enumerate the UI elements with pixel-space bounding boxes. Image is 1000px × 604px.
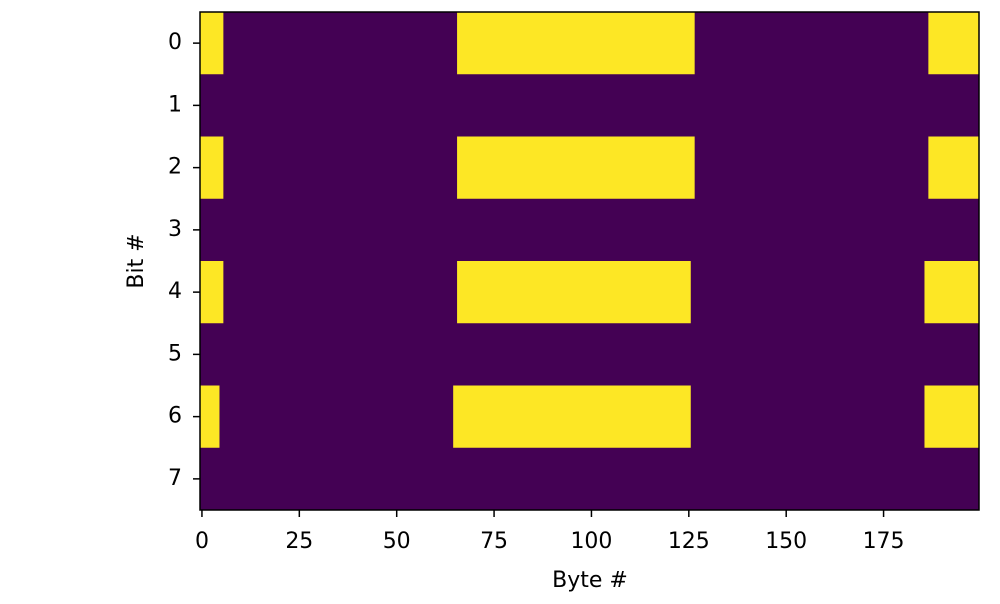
- y-tick-label: 0: [168, 30, 182, 55]
- heatmap-cell-run: [924, 261, 979, 324]
- x-tick-label: 125: [668, 529, 710, 554]
- heatmap-cell-run: [457, 136, 695, 199]
- heatmap-cell-run: [200, 12, 224, 75]
- heatmap-cell-run: [928, 12, 979, 75]
- y-tick-label: 6: [168, 404, 182, 429]
- y-axis-label: Bit #: [124, 233, 149, 288]
- heatmap-cell-run: [200, 136, 224, 199]
- x-tick-label: 100: [570, 529, 612, 554]
- x-tick-label: 75: [480, 529, 508, 554]
- x-tick-label: 150: [765, 529, 807, 554]
- x-tick-label: 175: [863, 529, 905, 554]
- heatmap-cell-run: [457, 12, 695, 75]
- heatmap-cell-run: [200, 385, 220, 448]
- heatmap-cell-run: [457, 261, 691, 324]
- heatmap-cell-run: [924, 385, 979, 448]
- x-tick-label: 0: [195, 529, 209, 554]
- x-axis-label: Byte #: [552, 568, 628, 593]
- y-tick-label: 7: [168, 466, 182, 491]
- y-tick-label: 3: [168, 217, 182, 242]
- y-tick-label: 4: [168, 279, 182, 304]
- y-tick-label: 2: [168, 155, 182, 180]
- y-tick-label: 5: [168, 341, 182, 366]
- plot-frame: [199, 11, 980, 511]
- y-tick-label: 1: [168, 92, 182, 117]
- heatmap-cell-run: [928, 136, 979, 199]
- x-tick-label: 50: [383, 529, 411, 554]
- heatmap-cell-run: [453, 385, 691, 448]
- heatmap-cell-run: [200, 261, 224, 324]
- x-tick-label: 25: [285, 529, 313, 554]
